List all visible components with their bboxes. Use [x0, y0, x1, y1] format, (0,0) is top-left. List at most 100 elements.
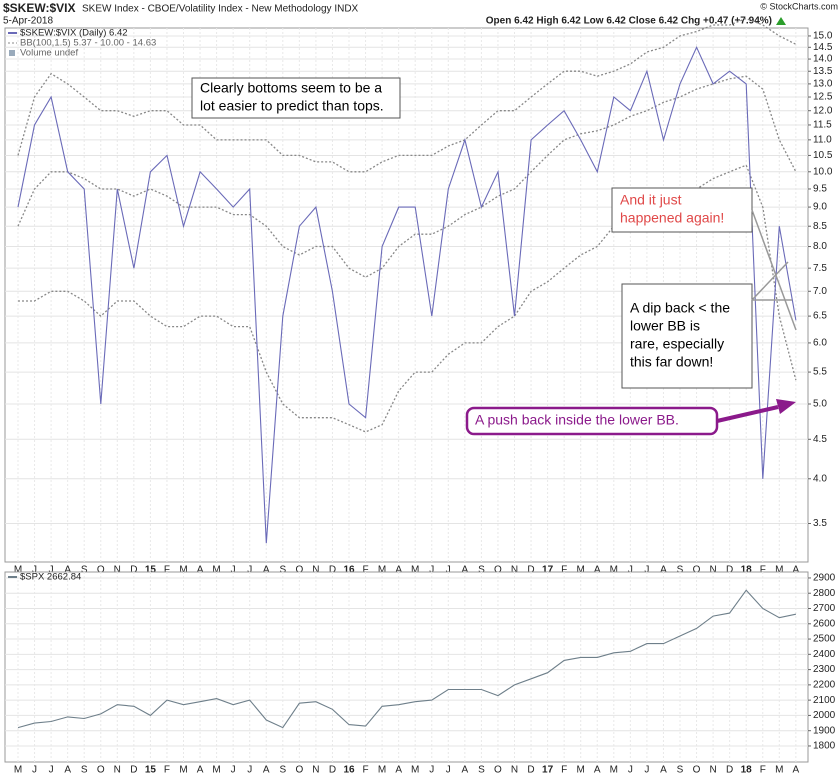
y-tick-label: 9.0: [813, 202, 827, 213]
x-tick-label: A: [395, 565, 402, 576]
symbol: $SKEW:$VIX: [3, 1, 75, 15]
x-tick-label: 15: [145, 565, 157, 576]
x-tick-label: 18: [741, 765, 753, 774]
y-tick-label: 8.0: [813, 241, 827, 252]
x-tick-label: D: [726, 565, 733, 576]
series-line: [17, 589, 797, 729]
y-tick-label: 5.5: [813, 367, 827, 378]
x-tick-label: J: [32, 765, 37, 774]
x-tick-label: A: [462, 565, 469, 576]
y-tick-label: 6.0: [813, 338, 827, 349]
x-tick-label: M: [14, 765, 22, 774]
x-tick-label: M: [212, 765, 220, 774]
annotation-box: [621, 283, 753, 389]
plot-frame: [4, 571, 809, 763]
annotation-text: rare, especially: [630, 336, 724, 352]
x-tick-label: M: [14, 565, 22, 576]
x-tick-label: M: [411, 565, 419, 576]
x-tick-label: 17: [542, 565, 554, 576]
x-tick-label: N: [312, 765, 319, 774]
y-tick-label: 13.5: [813, 66, 833, 77]
x-tick-label: D: [527, 565, 534, 576]
x-tick-label: A: [793, 765, 800, 774]
x-tick-label: A: [594, 765, 601, 774]
x-tick-label: A: [793, 565, 800, 576]
x-tick-label: F: [362, 765, 368, 774]
x-tick-label: M: [378, 765, 386, 774]
x-tick-label: S: [81, 765, 88, 774]
x-tick-label: O: [693, 765, 701, 774]
push-arrow: [716, 405, 779, 423]
description: SKEW Index - CBOE/Volatility Index - New…: [82, 4, 359, 15]
x-tick-label: F: [561, 565, 567, 576]
x-tick-label: M: [775, 765, 783, 774]
y-tick-label: 11.0: [813, 134, 832, 145]
x-tick-label: J: [231, 765, 236, 774]
y-tick-label: 7.0: [813, 286, 827, 297]
copyright: © StockCharts.com: [760, 1, 838, 11]
annotation-text: this far down!: [630, 354, 713, 370]
y-tick-label: 10.5: [813, 150, 833, 161]
x-tick-label: A: [462, 765, 469, 774]
y-tick-label: 1800: [813, 741, 836, 752]
x-tick-label: S: [677, 565, 684, 576]
x-tick-label: J: [644, 765, 649, 774]
annotation-text: A dip back < the: [630, 300, 730, 316]
y-tick-label: 14.5: [813, 42, 833, 53]
y-tick-label: 1900: [813, 725, 836, 736]
x-tick-label: D: [130, 565, 137, 576]
x-tick-label: O: [97, 765, 105, 774]
x-tick-label: F: [561, 765, 567, 774]
annotation-text: A push back inside the lower BB.: [475, 412, 679, 428]
y-tick-label: 2000: [813, 710, 836, 721]
legend-label: $SPX 2662.84: [20, 572, 81, 583]
y-tick-label: 2100: [813, 695, 836, 706]
x-tick-label: A: [395, 765, 402, 774]
x-tick-label: D: [527, 765, 534, 774]
x-tick-label: N: [511, 565, 518, 576]
quote: Open 6.42 High 6.42 Low 6.42 Close 6.42 …: [486, 16, 772, 27]
x-tick-label: M: [411, 765, 419, 774]
x-tick-label: S: [677, 765, 684, 774]
x-tick-label: O: [494, 765, 502, 774]
y-tick-label: 2600: [813, 618, 836, 629]
callout-line: [751, 209, 797, 331]
callout-line: [751, 261, 789, 301]
x-tick-label: 17: [542, 765, 554, 774]
x-tick-label: D: [130, 765, 137, 774]
annotation-text: lower BB is: [630, 318, 700, 334]
x-tick-label: F: [760, 565, 766, 576]
x-tick-label: 18: [741, 565, 753, 576]
x-tick-label: S: [478, 565, 485, 576]
x-tick-label: 15: [145, 765, 157, 774]
x-tick-label: O: [97, 565, 105, 576]
y-tick-label: 5.0: [813, 399, 827, 410]
y-tick-label: 13.0: [813, 79, 833, 90]
x-tick-label: N: [709, 565, 716, 576]
y-tick-label: 4.5: [813, 434, 827, 445]
y-tick-label: 9.5: [813, 184, 827, 195]
x-tick-label: O: [295, 565, 303, 576]
y-tick-label: 2900: [813, 573, 836, 584]
x-tick-label: N: [709, 765, 716, 774]
x-tick-label: M: [179, 765, 187, 774]
x-tick-label: M: [179, 565, 187, 576]
x-tick-label: A: [660, 765, 667, 774]
x-tick-label: M: [378, 565, 386, 576]
x-tick-label: A: [197, 565, 204, 576]
y-tick-label: 14.0: [813, 54, 833, 65]
y-tick-label: 6.5: [813, 311, 827, 322]
legend-label: Volume undef: [20, 48, 78, 59]
up-arrow: [776, 17, 786, 25]
y-tick-label: 10.0: [813, 166, 833, 177]
x-tick-label: S: [279, 765, 286, 774]
annotation-text: lot easier to predict than tops.: [200, 98, 384, 114]
y-tick-label: 2700: [813, 603, 836, 614]
x-tick-label: F: [760, 765, 766, 774]
y-tick-label: 8.5: [813, 221, 827, 232]
y-tick-label: 4.0: [813, 473, 827, 484]
x-tick-label: A: [64, 565, 71, 576]
y-tick-label: 2400: [813, 649, 836, 660]
x-tick-label: J: [429, 565, 434, 576]
